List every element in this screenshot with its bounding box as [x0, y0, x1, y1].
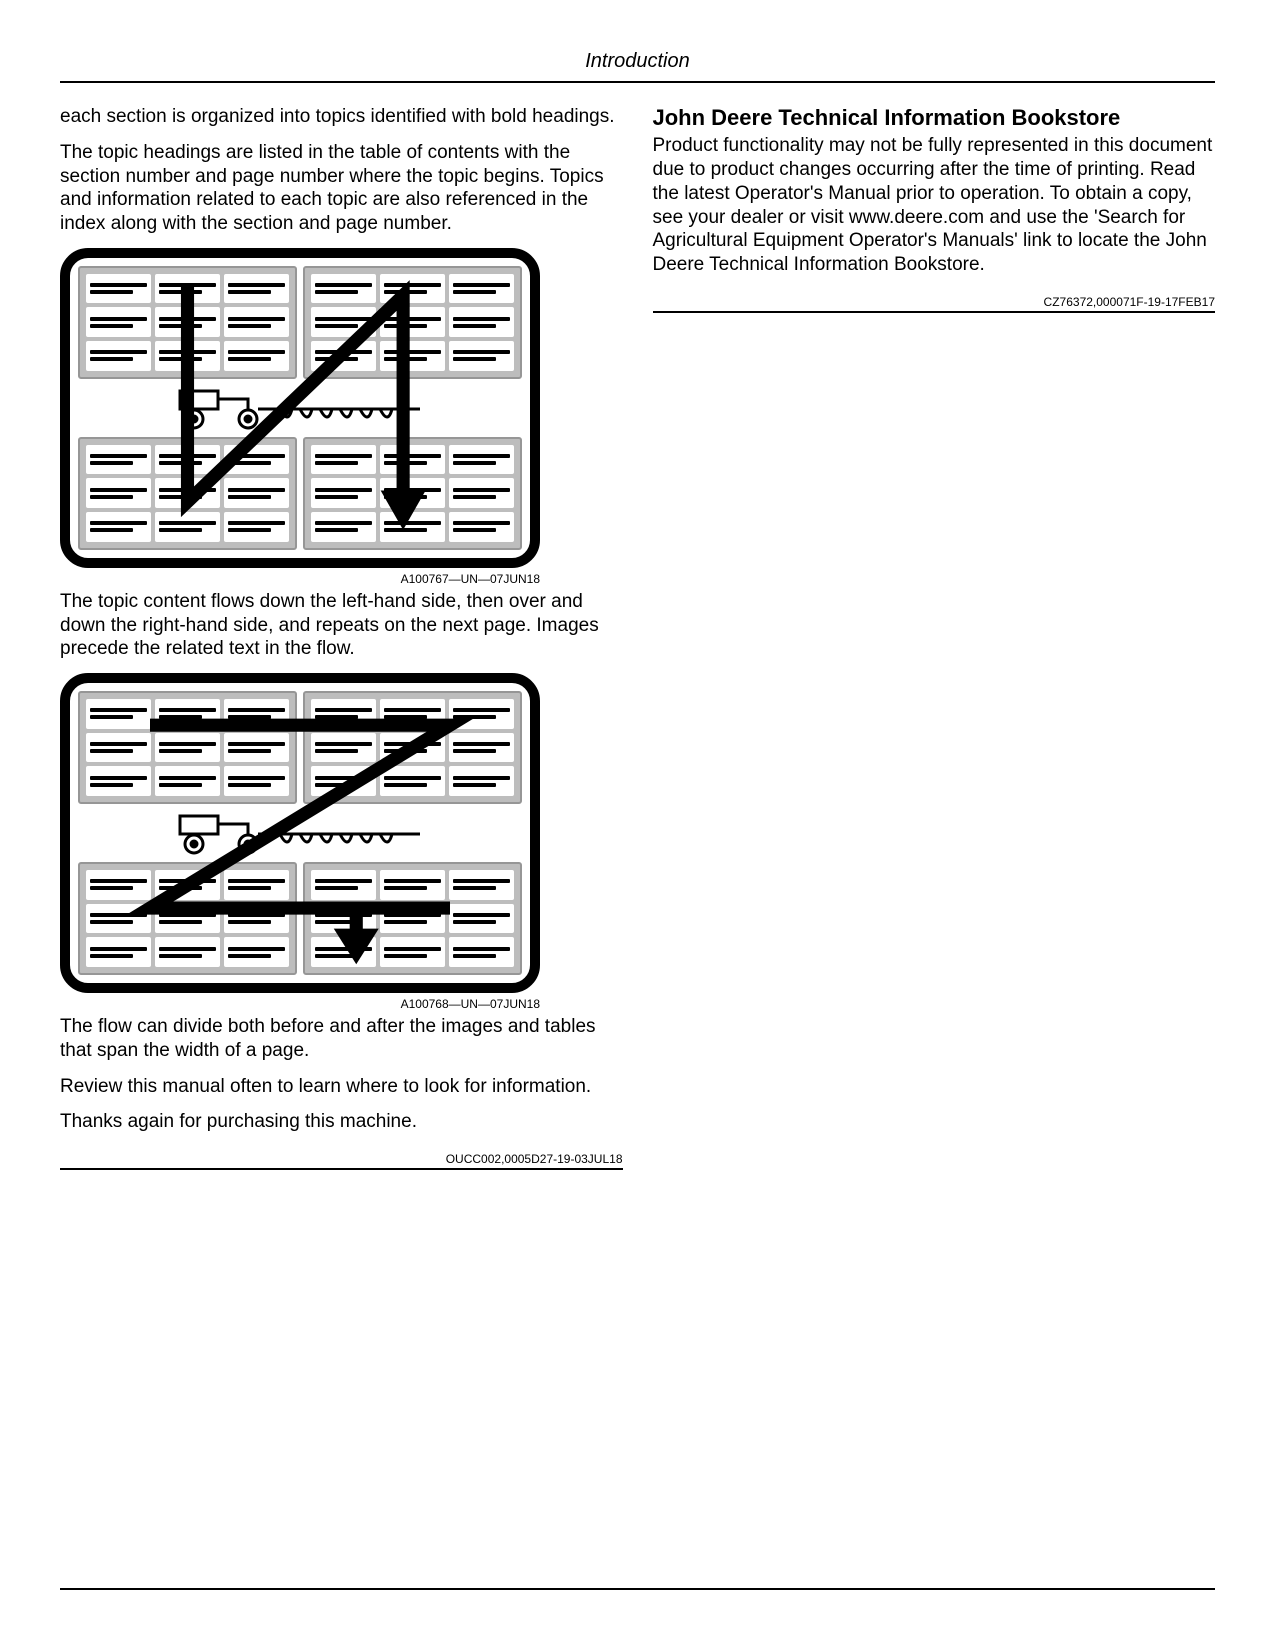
intro-paragraph-2: The topic headings are listed in the tab…: [60, 141, 623, 236]
tractor-icon-row: [78, 810, 522, 856]
diagram-panel: [303, 437, 522, 550]
manual-page: Introduction each section is organized i…: [0, 0, 1275, 1226]
diagram-1-caption: A100767—UN—07JUN18: [60, 572, 540, 586]
intro-paragraph-3: The topic content flows down the left-ha…: [60, 590, 623, 661]
section-reference-code-left: OUCC002,0005D27-19-03JUL18: [60, 1146, 623, 1170]
right-column: John Deere Technical Information Booksto…: [653, 105, 1216, 1176]
intro-paragraph-5: Review this manual often to learn where …: [60, 1075, 623, 1099]
bookstore-paragraph: Product functionality may not be fully r…: [653, 134, 1216, 277]
page-header-title: Introduction: [60, 50, 1215, 83]
footer-divider: [60, 1588, 1215, 1590]
bookstore-heading: John Deere Technical Information Booksto…: [653, 105, 1216, 130]
left-column: each section is organized into topics id…: [60, 105, 623, 1176]
intro-paragraph-4: The flow can divide both before and afte…: [60, 1015, 623, 1063]
diagram-panel: [303, 862, 522, 975]
tractor-icon-row: [78, 385, 522, 431]
diagram-2-caption: A100768—UN—07JUN18: [60, 997, 540, 1011]
two-column-layout: each section is organized into topics id…: [60, 105, 1215, 1176]
diagram-panel: [303, 266, 522, 379]
tractor-with-implement-icon: [170, 385, 430, 431]
diagram-panel: [303, 691, 522, 804]
tractor-with-implement-icon: [170, 810, 430, 856]
intro-paragraph-6: Thanks again for purchasing this machine…: [60, 1110, 623, 1134]
diagram-panel: [78, 862, 297, 975]
flow-diagram-n: [60, 248, 540, 568]
intro-paragraph-1: each section is organized into topics id…: [60, 105, 623, 129]
diagram-panel: [78, 691, 297, 804]
diagram-panel: [78, 266, 297, 379]
section-reference-code-right: CZ76372,000071F-19-17FEB17: [653, 289, 1216, 313]
diagram-panel: [78, 437, 297, 550]
flow-diagram-z: [60, 673, 540, 993]
